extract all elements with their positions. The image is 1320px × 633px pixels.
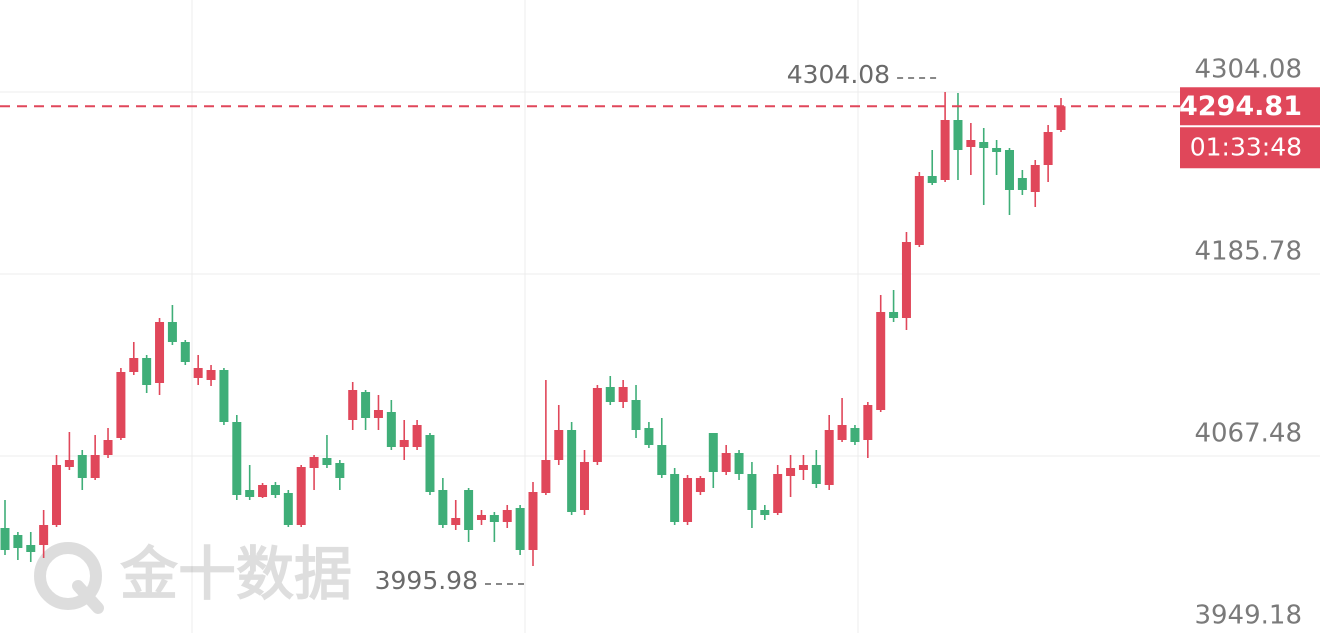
candle-body: [901, 242, 911, 318]
candle-body: [180, 342, 190, 362]
countdown-label: 01:33:48: [1190, 132, 1302, 161]
candle-body: [644, 428, 654, 445]
candle-body: [348, 390, 358, 420]
candle-body: [90, 455, 100, 478]
candle-body: [1030, 165, 1040, 192]
candle-body: [1043, 132, 1053, 165]
candle-body: [438, 490, 448, 525]
candle-body: [167, 322, 177, 342]
watermark-logo: [34, 542, 104, 614]
candle-body: [464, 490, 474, 530]
candle-body: [245, 490, 255, 497]
candle-body: [837, 425, 847, 440]
candle-body: [296, 467, 306, 525]
y-tick-label: 4185.78: [1194, 237, 1302, 267]
candle-body: [52, 465, 62, 525]
candle-body: [863, 405, 873, 440]
candle-body: [824, 430, 834, 485]
candle-body: [811, 465, 821, 484]
candle-body: [927, 176, 937, 183]
candle-body: [0, 528, 10, 550]
candle-body: [489, 515, 499, 522]
candle-body: [322, 458, 332, 465]
candle-body: [631, 400, 641, 430]
candle-body: [39, 525, 49, 545]
candle-body: [270, 485, 280, 495]
countdown-box: [1180, 127, 1320, 169]
last-price-box: [1180, 87, 1320, 126]
candle-body: [683, 478, 693, 522]
candle-body: [760, 510, 770, 515]
candle-body: [554, 430, 564, 460]
candle-body: [1017, 178, 1027, 190]
candle-body: [618, 387, 628, 402]
candle-body: [992, 148, 1002, 152]
candle-body: [193, 368, 203, 378]
candle-body: [940, 120, 950, 180]
candle-body: [1056, 106, 1066, 130]
candle-body: [258, 485, 268, 497]
candle-body: [206, 370, 216, 380]
candle-body: [361, 392, 371, 418]
candle-body: [1004, 150, 1014, 190]
y-tick-label: 4067.48: [1194, 419, 1302, 449]
candle-body: [541, 460, 551, 493]
candle-body: [889, 312, 899, 318]
candle-body: [451, 518, 461, 525]
candle-body: [914, 176, 924, 245]
y-tick-label: 4304.08: [1194, 55, 1302, 85]
candle-body: [335, 463, 345, 478]
candle-body: [219, 370, 229, 422]
watermark: 金十数据: [120, 540, 352, 608]
candle-body: [142, 358, 152, 385]
candle-body: [850, 428, 860, 442]
candle-body: [747, 474, 757, 510]
candle-body: [773, 474, 783, 513]
candle-body: [373, 410, 383, 418]
candle-body: [64, 460, 74, 467]
candle-body: [979, 142, 989, 148]
candle-body: [876, 312, 886, 410]
extreme-label: 3995.98: [375, 566, 478, 595]
candle-body: [13, 535, 23, 548]
candle-body: [232, 422, 242, 495]
candle-body: [399, 440, 409, 447]
candle-body: [721, 453, 731, 472]
y-tick-label: 3949.18: [1194, 601, 1302, 631]
candle-body: [708, 433, 718, 472]
candle-body: [412, 425, 422, 447]
candle-body: [605, 387, 615, 402]
candle-body: [502, 510, 512, 522]
candle-body: [515, 508, 525, 550]
candle-body: [798, 465, 808, 470]
candle-body: [580, 462, 590, 510]
candle-body: [528, 492, 538, 550]
candle-body: [129, 358, 139, 372]
candle-body: [786, 468, 796, 476]
candle-body: [734, 453, 744, 474]
candle-body: [476, 515, 486, 520]
candle-body: [116, 372, 126, 438]
candle-body: [386, 412, 396, 447]
candle-body: [953, 120, 963, 150]
last-price-label: 4294.81: [1179, 91, 1302, 122]
candle-body: [592, 388, 602, 462]
candle-body: [657, 445, 667, 475]
extreme-label: 4304.08: [787, 60, 890, 89]
candle-body: [695, 478, 705, 492]
candle-body: [77, 455, 87, 478]
candle-body: [283, 493, 293, 525]
candle-body: [425, 435, 435, 492]
candle-body: [155, 322, 165, 383]
candle-body: [966, 140, 976, 147]
candle-body: [670, 474, 680, 522]
candle-body: [103, 440, 113, 455]
candle-body: [567, 430, 577, 512]
candle-body: [26, 545, 36, 552]
candle-body: [309, 457, 319, 468]
